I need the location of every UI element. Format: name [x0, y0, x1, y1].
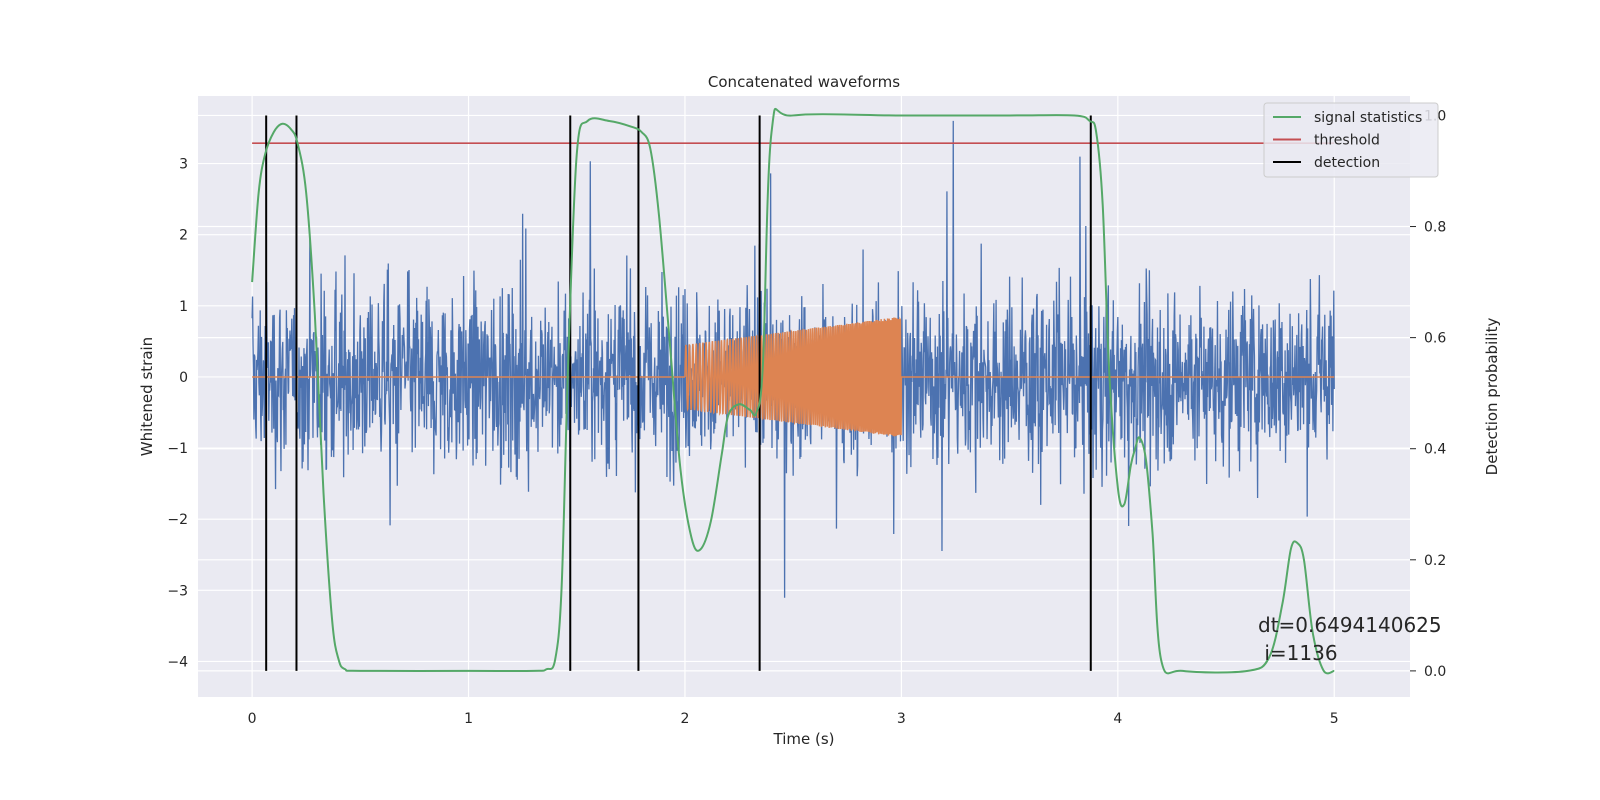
chart-title: Concatenated waveforms — [708, 73, 900, 91]
annotation-index: i=1136 — [1258, 641, 1338, 665]
y-right-tick-label: 0.4 — [1424, 442, 1446, 458]
legend-label-detection: detection — [1314, 155, 1380, 171]
y-axis-label: Whitened strain — [138, 337, 156, 456]
y-tick-label: −3 — [167, 583, 188, 599]
x-tick-label: 4 — [1113, 711, 1122, 727]
x-tick-label: 1 — [464, 711, 473, 727]
y-tick-label: 2 — [179, 228, 188, 244]
x-tick-label: 2 — [681, 711, 690, 727]
series-layer — [251, 108, 1335, 675]
series-signal-statistics-line — [251, 108, 1335, 675]
y-axis-right-label: Detection probability — [1483, 318, 1501, 476]
y-tick-label: 0 — [179, 370, 188, 386]
legend-label-threshold: threshold — [1314, 133, 1380, 149]
y-tick-label: −4 — [167, 654, 188, 670]
y-tick-label: −1 — [167, 441, 188, 457]
y-right-tick-label: 0.8 — [1424, 220, 1446, 236]
y-tick-label: 3 — [179, 157, 188, 173]
y-right-tick-label: 0.2 — [1424, 553, 1446, 569]
y-right-tick-label: 0.0 — [1424, 664, 1446, 680]
annotation-dt: dt=0.6494140625 — [1258, 613, 1442, 637]
legend: signal statistics threshold detection — [1263, 102, 1439, 178]
legend-box — [1263, 102, 1439, 178]
y-right-tick-label: 0.6 — [1424, 331, 1446, 347]
series-chirp-line — [252, 316, 1335, 437]
x-tick-label: 5 — [1330, 711, 1339, 727]
y-tick-label: 1 — [179, 299, 188, 315]
legend-label-signal-statistics: signal statistics — [1314, 110, 1422, 126]
x-axis-label: Time (s) — [773, 730, 835, 748]
x-tick-label: 0 — [248, 711, 257, 727]
x-tick-label: 3 — [897, 711, 906, 727]
y-tick-label: −2 — [167, 512, 188, 528]
series-noise-line — [251, 120, 1335, 598]
